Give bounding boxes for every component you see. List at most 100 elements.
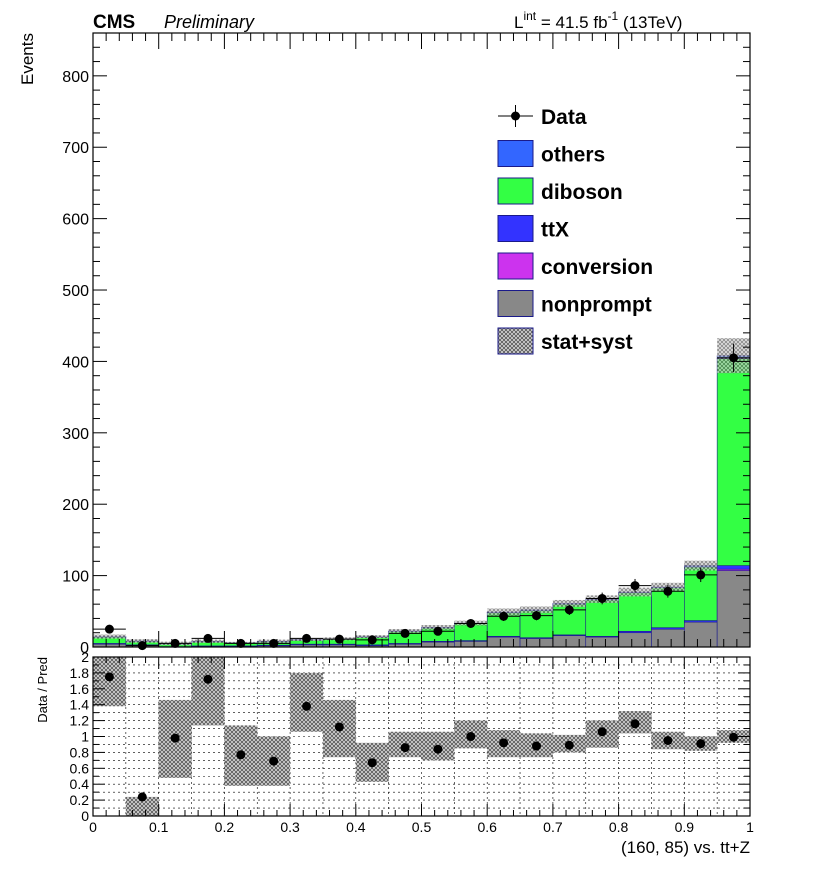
data-point: [367, 635, 377, 645]
ratio-point: [302, 701, 312, 711]
data-point: [597, 593, 607, 603]
bar-nonprompt: [519, 638, 554, 648]
legend-label: Data: [541, 106, 587, 129]
y-tick-label: 500: [62, 283, 89, 300]
ratio-x-tick-label: 0.9: [675, 819, 695, 835]
bar-nonprompt: [421, 641, 455, 648]
ratio-point: [137, 792, 147, 802]
bottom-xlabel: (160, 85) vs. tt+Z: [621, 838, 750, 857]
ratio-point: [564, 740, 574, 750]
data-point: [696, 570, 706, 580]
legend-label: nonprompt: [541, 294, 652, 317]
ratio-x-tick-label: 0.1: [149, 819, 169, 835]
bar-diboson: [618, 592, 652, 632]
ratio-y-tick-label: 1.6: [70, 681, 90, 697]
data-point: [104, 624, 114, 634]
data-point: [663, 586, 673, 596]
data-point: [531, 611, 541, 621]
ratio-point: [170, 733, 180, 743]
data-point: [334, 634, 344, 644]
ratio-band: [125, 796, 159, 816]
y-tick-label: 100: [62, 569, 89, 586]
bar-ttX: [716, 565, 751, 570]
bar-nonprompt: [618, 632, 652, 648]
ratio-x-tick-label: 0.3: [280, 819, 300, 835]
lumi-energy: (13TeV): [618, 13, 682, 32]
data-point: [203, 633, 213, 643]
uncertainty-band: [684, 560, 718, 571]
lumi-exp: -1: [608, 9, 619, 23]
ratio-y-tick-label: 2: [81, 649, 89, 665]
data-point: [137, 641, 147, 651]
data-point: [499, 611, 509, 621]
bar-nonprompt: [651, 628, 685, 648]
ratio-point: [367, 758, 377, 768]
data-point: [564, 605, 574, 615]
ratio-point: [433, 744, 443, 754]
ratio-x-tick-label: 0.8: [609, 819, 629, 835]
data-point: [729, 353, 739, 363]
uncertainty-band: [125, 639, 159, 643]
lumi-value: = 41.5 fb: [536, 13, 607, 32]
ratio-x-tick-label: 0.2: [215, 819, 235, 835]
legend-label: others: [541, 144, 605, 167]
y-tick-label: 300: [62, 426, 89, 443]
ratio-point: [531, 741, 541, 751]
bar-diboson: [716, 358, 751, 566]
bar-nonprompt: [716, 570, 751, 648]
legend-data-marker: [511, 111, 520, 121]
legend-swatch-ttX: [497, 215, 534, 242]
ratio-point: [466, 732, 476, 741]
data-point: [466, 618, 476, 628]
bar-diboson: [585, 599, 619, 637]
ratio-point: [729, 732, 739, 742]
top-ylabel: Events: [18, 33, 37, 85]
ratio-point: [236, 750, 246, 760]
ratio-point: [630, 719, 640, 729]
lumi-sup: int: [523, 9, 536, 23]
ratio-x-tick-label: 0.6: [477, 819, 497, 835]
bar-nonprompt: [683, 621, 718, 648]
ratio-x-tick-label: 0: [89, 819, 97, 835]
data-point: [170, 638, 180, 648]
main-frame: [92, 32, 751, 648]
legend-swatch-band: [497, 327, 534, 355]
legend-swatch-others: [497, 140, 534, 167]
legend-label: stat+syst: [541, 331, 633, 354]
uncertainty-band: [552, 599, 586, 607]
ratio-band: [93, 657, 126, 707]
ratio-x-tick-label: 0.4: [346, 819, 366, 835]
ratio-y-tick-label: 0: [81, 808, 89, 824]
legend-swatch-diboson: [497, 177, 534, 205]
ratio-point: [597, 727, 607, 737]
status-label: Preliminary: [164, 12, 255, 32]
experiment-label: CMS: [93, 12, 135, 33]
ratio-point: [203, 674, 213, 684]
legend: Data others diboson ttX conversion nonprompt s…: [497, 105, 653, 355]
bar-nonprompt: [585, 636, 619, 648]
data-point: [236, 638, 246, 648]
ratio-x-tick-label: 0.7: [543, 819, 563, 835]
ratio-y-tick-label: 0.4: [70, 776, 90, 792]
ratio-y-tick-label: 1: [81, 729, 89, 745]
uncertainty-band: [520, 606, 553, 614]
data-point: [400, 628, 410, 638]
ratio-y-tick-label: 1.8: [70, 665, 90, 681]
data-point: [433, 626, 443, 636]
legend-swatch-nonprompt: [497, 290, 534, 317]
data-point: [302, 633, 312, 643]
ratio-x-tick-label: 0.5: [412, 819, 432, 835]
lumi-prefix: L: [514, 13, 523, 32]
legend-label: ttX: [541, 219, 569, 242]
ratio-y-tick-label: 0.2: [70, 792, 90, 808]
ratio-point: [269, 756, 279, 766]
ratio-point: [104, 672, 114, 682]
ratio-point: [696, 739, 706, 749]
data-point: [630, 581, 640, 591]
bottom-ylabel: Data / Pred: [35, 657, 50, 723]
y-tick-label: 400: [62, 354, 89, 371]
y-tick-label: 200: [62, 497, 89, 514]
ratio-band: [191, 657, 225, 726]
main-panel: 0 100 200 300 400 500 600 700 800: [62, 32, 751, 657]
